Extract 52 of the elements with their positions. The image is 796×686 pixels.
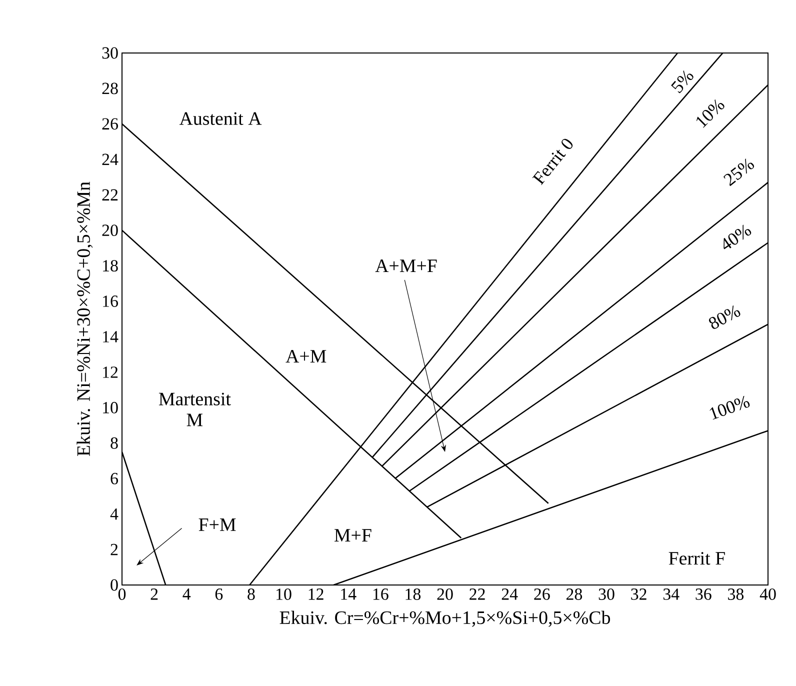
- annotation: F+M: [198, 518, 236, 531]
- x-tick-label: 6: [215, 588, 223, 600]
- x-tick-label: 38: [728, 588, 744, 600]
- text: 40%: [724, 224, 752, 250]
- text: 80%: [708, 305, 740, 329]
- y-tick-label: 0: [110, 579, 118, 591]
- y-tick-label: 24: [102, 154, 118, 165]
- text: 5%: [671, 70, 694, 94]
- x-tick-label: 28: [566, 588, 582, 600]
- x-tick-label: 30: [598, 588, 614, 600]
- annotation: A+M+F: [375, 260, 437, 272]
- x-tick-label: 26: [534, 588, 550, 600]
- y-tick-label: 16: [103, 296, 118, 307]
- x-tick-label: 20: [437, 588, 453, 600]
- x-tick-label: 36: [696, 588, 712, 600]
- y-tick-label: 30: [102, 47, 118, 59]
- x-tick-label: 40: [760, 588, 776, 600]
- y-tick-label: 12: [103, 366, 118, 378]
- x-tick-label: 32: [631, 588, 646, 600]
- y-tick-label: 28: [102, 82, 118, 94]
- annotation: M+F: [334, 529, 372, 542]
- text: 100%: [710, 396, 750, 420]
- x-tick-label: 22: [470, 588, 485, 600]
- annotation: Austenit A: [179, 112, 262, 125]
- x-tick-label: 0: [118, 588, 126, 600]
- text: 25%: [723, 158, 754, 186]
- y-tick-label: 14: [103, 331, 118, 342]
- x-axis-title: Ekuiv. Cr=%Cr+%Mo+1,5×%Si+0,5×%Cb: [280, 610, 610, 627]
- x-tick-label: 12: [308, 588, 324, 600]
- x-tick-label: 18: [406, 588, 421, 600]
- x-tick-label: 16: [373, 588, 388, 600]
- y-tick-label: 26: [102, 118, 118, 130]
- x-tick-label: 24: [502, 588, 518, 600]
- y-tick-label: 18: [103, 260, 118, 272]
- x-tick-label: 14: [341, 588, 356, 600]
- y-tick-label: 6: [110, 472, 118, 484]
- x-tick-label: 34: [663, 588, 680, 600]
- x-tick-label: 2: [150, 588, 158, 600]
- x-tick-label: 4: [182, 588, 191, 600]
- annotation: Martensit M: [158, 392, 231, 426]
- y-tick-label: 4: [110, 508, 118, 520]
- annotation: A+M: [286, 350, 326, 362]
- x-tick-label: 10: [276, 588, 292, 600]
- y-tick-label: 2: [110, 544, 118, 556]
- y-tick-label: 10: [103, 402, 118, 414]
- y-tick-label: 20: [102, 224, 118, 236]
- y-axis-title: Ekuiv. Ni=%Ni+30×%C+0,5×%Mn: [76, 182, 93, 456]
- text: 10%: [696, 99, 724, 128]
- y-tick-label: 8: [110, 437, 118, 449]
- y-tick-label: 22: [102, 189, 118, 200]
- x-tick-label: 8: [248, 588, 255, 600]
- annotation: Ferrit F: [668, 552, 725, 565]
